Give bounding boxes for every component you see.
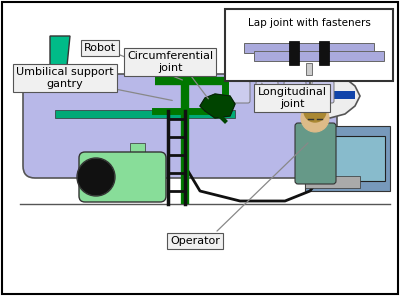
Bar bbox=[306, 63, 312, 75]
FancyBboxPatch shape bbox=[228, 81, 250, 103]
Bar bbox=[244, 43, 374, 53]
Bar bbox=[55, 110, 235, 118]
FancyBboxPatch shape bbox=[79, 152, 166, 202]
Bar bbox=[130, 143, 145, 158]
Circle shape bbox=[78, 159, 114, 195]
Bar bbox=[319, 41, 329, 65]
Bar bbox=[315, 91, 355, 99]
Polygon shape bbox=[200, 94, 235, 118]
Polygon shape bbox=[310, 74, 360, 118]
Text: Robot: Robot bbox=[84, 43, 116, 53]
FancyBboxPatch shape bbox=[295, 123, 336, 184]
Text: Operator: Operator bbox=[170, 236, 220, 246]
Bar bbox=[225, 9, 393, 81]
Bar bbox=[305, 176, 360, 188]
Bar bbox=[254, 51, 384, 61]
Bar bbox=[305, 126, 390, 191]
Polygon shape bbox=[50, 36, 70, 86]
FancyBboxPatch shape bbox=[23, 74, 337, 178]
Circle shape bbox=[301, 104, 329, 132]
FancyBboxPatch shape bbox=[256, 81, 278, 103]
Circle shape bbox=[304, 100, 326, 122]
Bar bbox=[289, 41, 299, 65]
Text: Lap joint with fasteners: Lap joint with fasteners bbox=[248, 18, 370, 28]
Polygon shape bbox=[55, 116, 240, 144]
Polygon shape bbox=[35, 76, 105, 86]
FancyBboxPatch shape bbox=[284, 81, 306, 103]
Text: Umbilical support
gantry: Umbilical support gantry bbox=[16, 67, 114, 89]
Text: Longitudinal
joint: Longitudinal joint bbox=[258, 87, 326, 109]
Text: Circumferential
joint: Circumferential joint bbox=[127, 51, 213, 73]
FancyBboxPatch shape bbox=[312, 81, 334, 103]
Bar bbox=[335, 136, 385, 181]
